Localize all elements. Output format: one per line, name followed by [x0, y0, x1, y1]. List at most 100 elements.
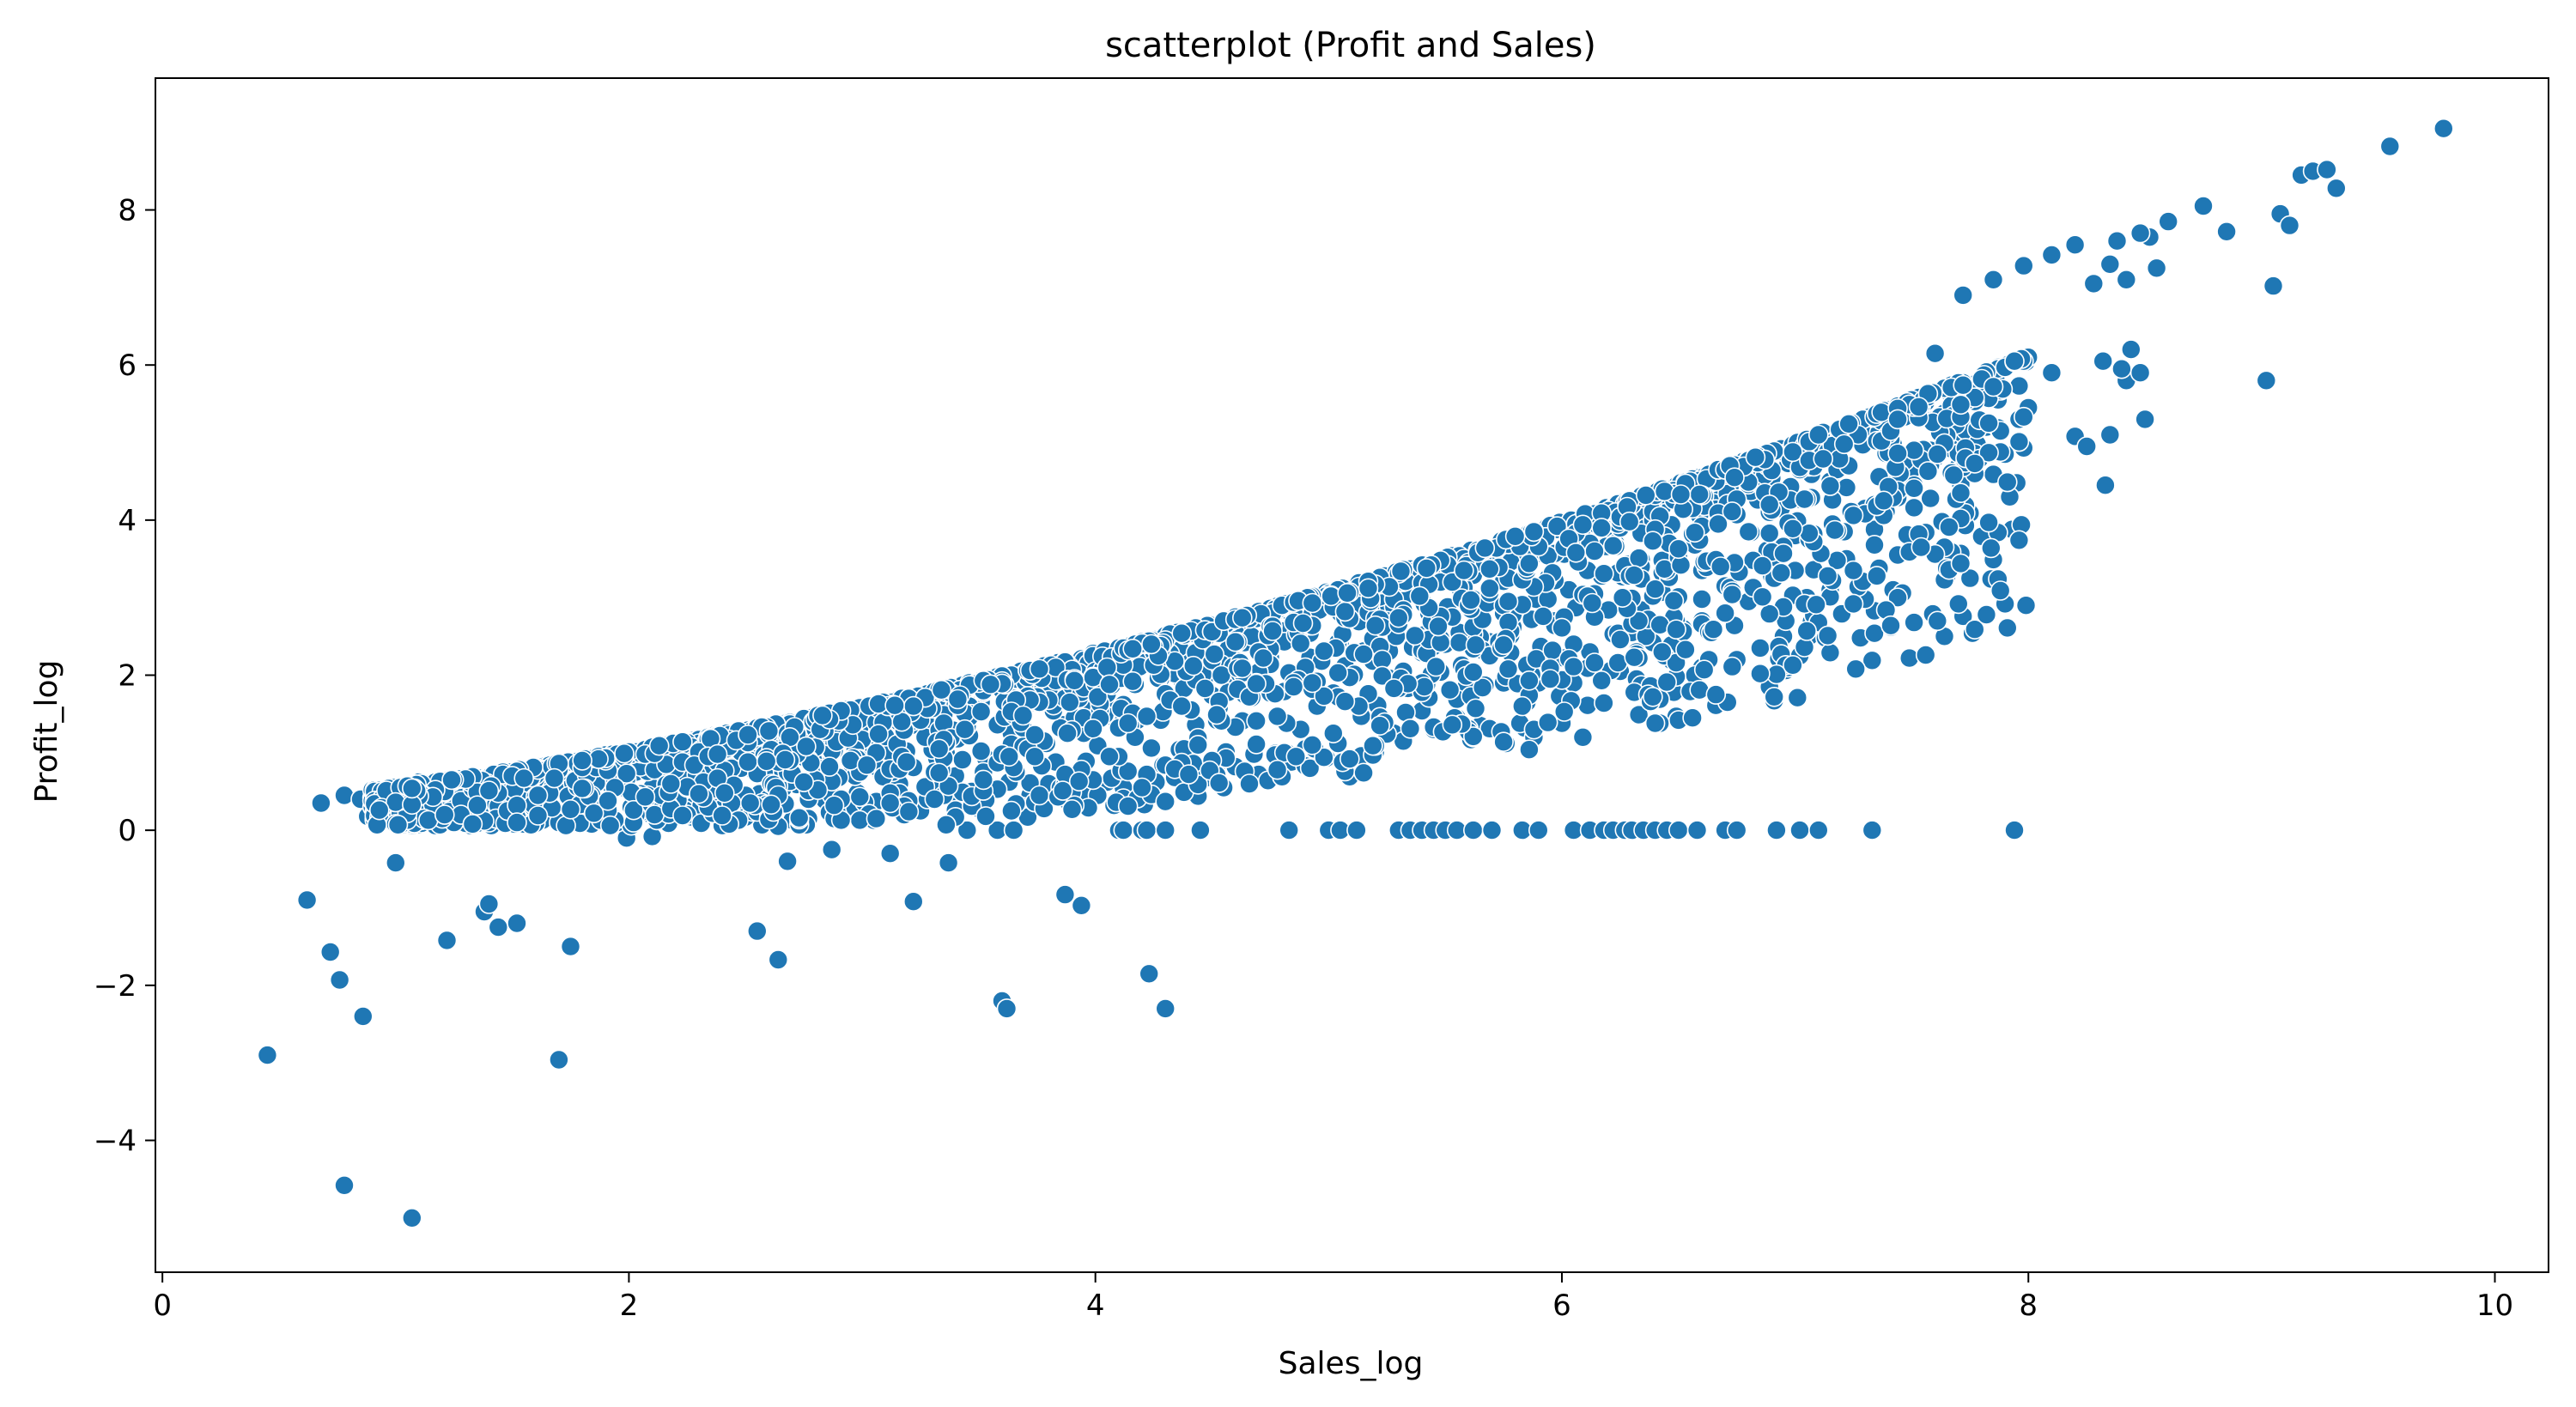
scatter-point — [1183, 655, 1204, 676]
scatter-point — [689, 783, 709, 804]
scatter-point — [672, 731, 693, 753]
scatter-point — [1920, 488, 1941, 509]
scatter-point — [1997, 617, 2018, 639]
scatter-point — [1619, 511, 1640, 532]
scatter-point — [527, 805, 549, 826]
scatter-point — [1904, 612, 1924, 633]
scatter-point — [560, 936, 581, 957]
scatter-point — [1591, 518, 1612, 538]
scatter-point — [1302, 734, 1323, 755]
scatter-point — [1950, 482, 1971, 504]
scatter-point — [329, 969, 350, 991]
scatter-point — [1866, 566, 1887, 586]
scatter-point — [1442, 714, 1463, 736]
scatter-point — [1413, 676, 1435, 697]
scatter-point — [1628, 548, 1649, 568]
scatter-point — [311, 792, 331, 814]
scatter-point — [1983, 376, 2004, 397]
scatter-point — [2014, 406, 2034, 428]
scatter-point — [938, 852, 959, 873]
scatter-point — [1024, 725, 1045, 745]
scatter-point — [1817, 625, 1838, 646]
scatter-point — [1911, 537, 1932, 558]
scatter-point — [1498, 658, 1519, 680]
scatter-point — [1572, 726, 1594, 748]
scatter-point — [660, 773, 682, 794]
y-tick-label: −4 — [94, 1124, 137, 1158]
scatter-point — [583, 803, 605, 824]
scatter-point — [1465, 634, 1486, 656]
scatter-point — [1862, 650, 1883, 671]
scatter-point — [1416, 558, 1437, 579]
scatter-point — [1924, 343, 1946, 364]
scatter-point — [2008, 375, 2030, 397]
scatter-point — [1334, 601, 1356, 622]
scatter-point — [1594, 693, 1614, 713]
scatter-point — [549, 1049, 569, 1070]
scatter-point — [1390, 561, 1412, 582]
scatter-point — [401, 1208, 422, 1228]
scatter-point — [2111, 358, 2132, 379]
scatter-point — [2263, 276, 2284, 296]
scatter-point — [954, 719, 975, 740]
scatter-point — [1099, 674, 1120, 695]
scatter-point — [599, 815, 621, 836]
scatter-point — [1943, 464, 1965, 486]
scatter-point — [1843, 593, 1864, 615]
y-tick-label: 8 — [118, 194, 137, 228]
scatter-point — [616, 763, 637, 785]
scatter-point — [1610, 629, 1631, 650]
scatter-point — [1724, 467, 1745, 488]
scatter-point — [2279, 215, 2300, 236]
scatter-point — [1314, 747, 1334, 768]
scatter-point — [1710, 556, 1731, 577]
scatter-point — [1364, 615, 1386, 636]
scatter-point — [1612, 587, 1633, 609]
scatter-point — [2099, 253, 2121, 275]
scatter-point — [957, 820, 978, 840]
scatter-point — [849, 786, 871, 808]
scatter-point — [434, 804, 455, 825]
scatter-point — [2326, 178, 2347, 199]
scatter-point — [1279, 820, 1299, 840]
scatter-point — [1624, 646, 1644, 668]
scatter-point — [544, 767, 565, 789]
scatter-point — [1523, 521, 1545, 543]
scatter-point — [1334, 691, 1356, 713]
scatter-point — [1337, 582, 1358, 603]
scatter-point — [478, 894, 500, 914]
scatter-point — [1097, 657, 1118, 678]
scatter-point — [1904, 440, 1924, 461]
scatter-point — [1965, 619, 1985, 640]
scatter-point — [2193, 196, 2214, 216]
scatter-point — [1703, 619, 1724, 640]
scatter-point — [1764, 686, 1784, 707]
scatter-point — [1493, 634, 1514, 656]
scatter-point — [2093, 350, 2113, 372]
scatter-point — [738, 725, 758, 745]
scatter-point — [1155, 820, 1176, 840]
scatter-point — [1340, 749, 1360, 769]
x-tick-label: 2 — [620, 1289, 639, 1323]
scatter-point — [1628, 610, 1649, 632]
scatter-point — [1519, 553, 1540, 574]
scatter-point — [1204, 644, 1224, 664]
scatter-point — [572, 750, 592, 771]
scatter-point — [1950, 553, 1971, 574]
scatter-point — [1267, 706, 1288, 727]
scatter-point — [385, 852, 406, 873]
scatter-point — [866, 808, 887, 829]
scatter-point — [973, 769, 994, 791]
scatter-point — [614, 743, 635, 764]
y-tick-label: 2 — [118, 659, 137, 694]
scatter-point — [1808, 424, 1829, 446]
scatter-point — [1285, 746, 1307, 767]
scatter-point — [2064, 234, 2086, 256]
scatter-point — [1314, 686, 1334, 707]
scatter-point — [334, 1175, 355, 1196]
scatter-point — [507, 795, 527, 816]
scatter-point — [2116, 269, 2137, 290]
scatter-point — [1465, 698, 1486, 719]
scatter-point — [928, 762, 950, 784]
scatter-point — [1122, 670, 1143, 692]
